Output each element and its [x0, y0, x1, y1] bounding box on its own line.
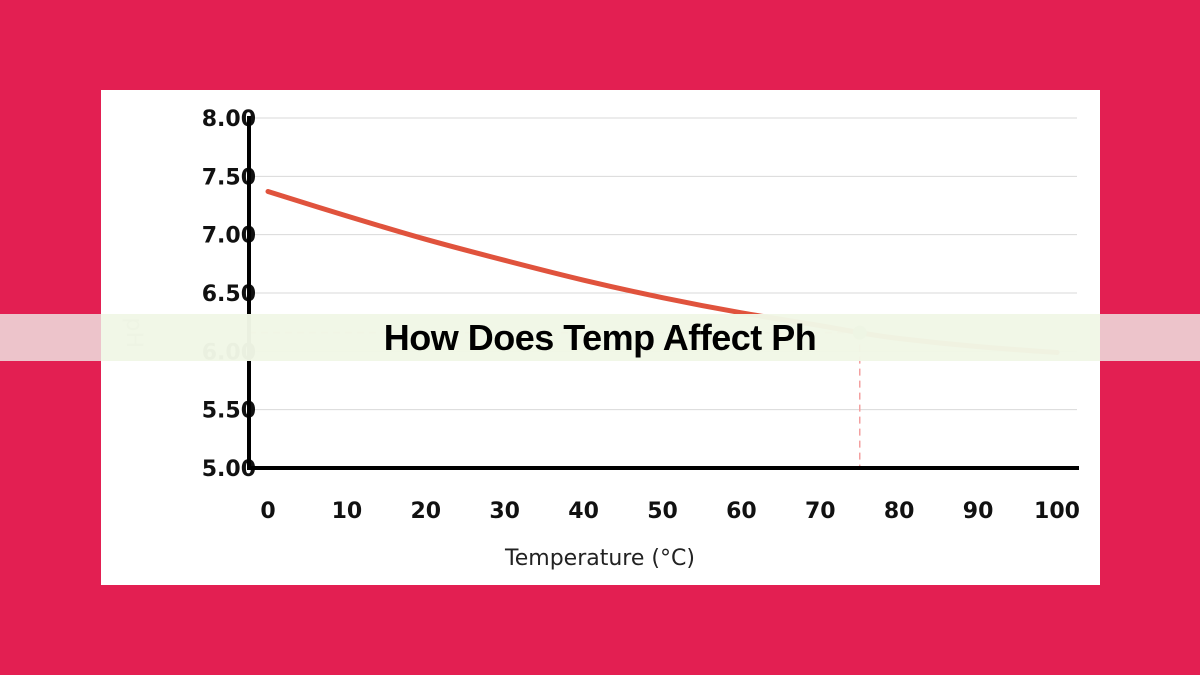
ph-temperature-chart: 8.007.507.006.506.005.505.00 01020304050…: [121, 107, 1080, 571]
data-point-4: [581, 277, 586, 283]
y-tick-labels: 8.007.507.006.506.005.505.00: [202, 107, 256, 482]
y-tick-8.00: 8.00: [202, 107, 256, 132]
x-tick-70: 70: [805, 499, 836, 524]
y-tick-5.50: 5.50: [202, 399, 256, 424]
y-tick-5.00: 5.00: [202, 457, 256, 482]
data-point-3: [502, 258, 507, 263]
title-banner-highlight: [101, 314, 1100, 361]
page-title: How Does Temp Affect Ph: [383, 317, 817, 358]
x-tick-60: 60: [726, 499, 757, 524]
title-banner: [0, 314, 1200, 361]
gridlines: [249, 117, 1077, 411]
x-tick-40: 40: [568, 499, 599, 524]
x-tick-20: 20: [410, 499, 441, 524]
x-tick-0: 0: [260, 499, 275, 524]
data-point-2: [423, 237, 428, 242]
x-tick-100: 100: [1034, 499, 1080, 524]
x-tick-50: 50: [647, 499, 678, 524]
data-point-6: [739, 310, 744, 316]
data-point-0: [265, 189, 271, 194]
y-tick-7.00: 7.00: [202, 224, 256, 249]
x-tick-80: 80: [884, 499, 915, 524]
y-tick-6.50: 6.50: [202, 282, 256, 307]
x-tick-labels: 0 10 20 30 40 50 60 70 80 90 100: [260, 499, 1080, 524]
data-point-1: [344, 213, 350, 219]
x-tick-90: 90: [963, 499, 994, 524]
axes: [247, 116, 1079, 470]
y-tick-7.50: 7.50: [202, 165, 256, 190]
x-axis-label: Temperature (°C): [504, 546, 695, 571]
x-tick-10: 10: [332, 499, 363, 524]
x-tick-30: 30: [489, 499, 520, 524]
data-point-5: [660, 295, 665, 300]
